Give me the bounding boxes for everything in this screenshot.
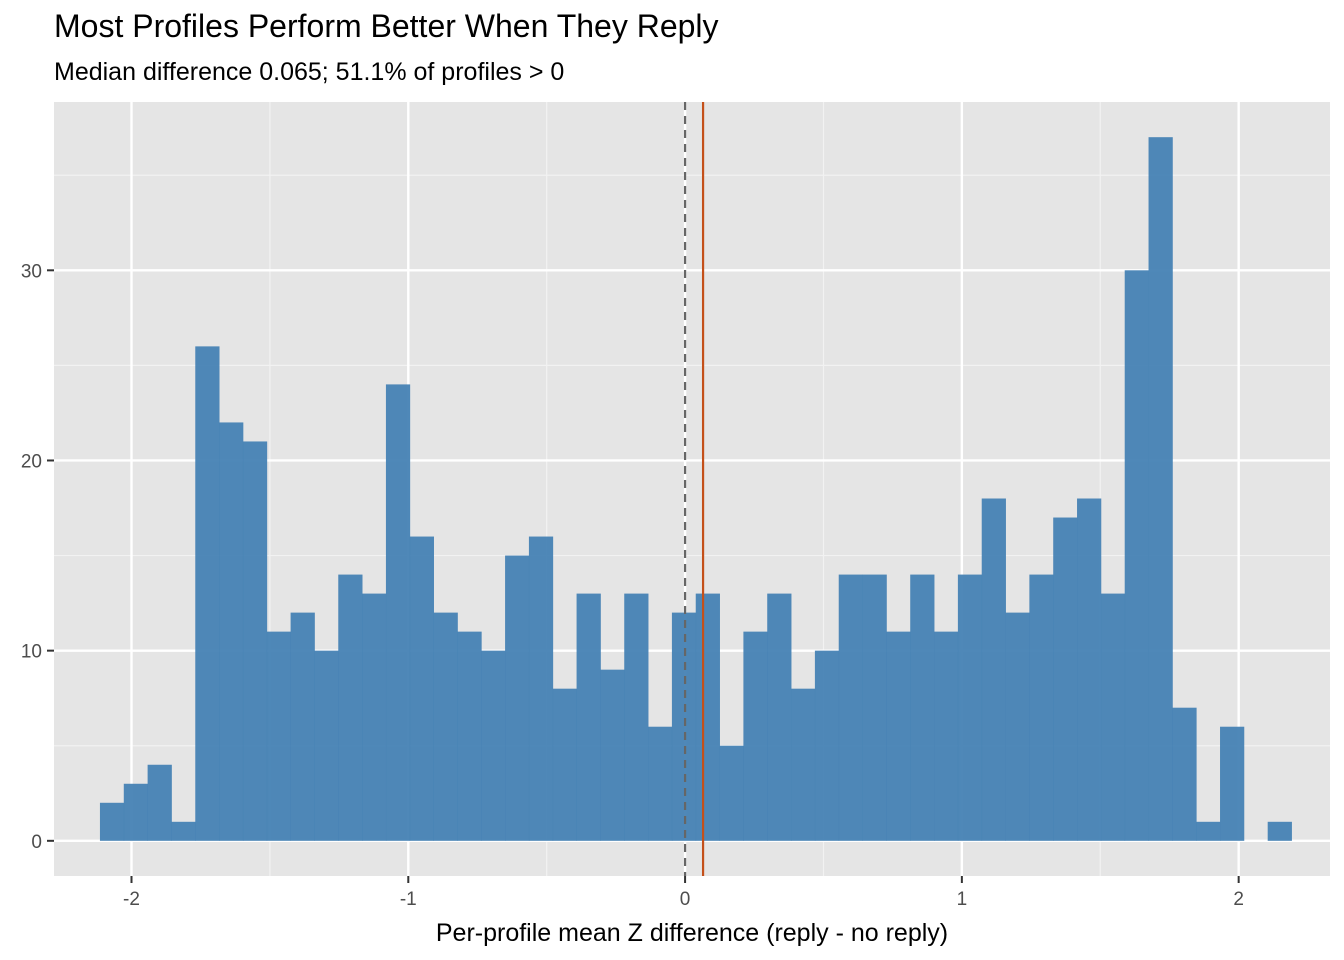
- histogram-bar: [1172, 707, 1197, 841]
- y-tick-label: 10: [21, 642, 42, 663]
- histogram-bar: [1053, 517, 1078, 841]
- histogram-bar: [814, 650, 840, 841]
- x-tick-label: 0: [680, 889, 691, 910]
- histogram-bar: [481, 650, 506, 841]
- histogram-bar: [433, 612, 458, 841]
- x-tick-label: -2: [123, 889, 140, 910]
- x-tick-label: -1: [400, 889, 417, 910]
- histogram-bar: [695, 593, 720, 841]
- histogram-bar: [409, 536, 434, 841]
- histogram-bar: [576, 593, 601, 841]
- histogram-bar: [1100, 593, 1126, 841]
- histogram-bar: [838, 574, 863, 841]
- histogram-bar: [862, 574, 887, 841]
- histogram-bar: [934, 631, 959, 841]
- x-tick-label: 2: [1233, 889, 1244, 910]
- histogram-bar: [338, 574, 363, 841]
- histogram-bar: [1196, 821, 1221, 841]
- histogram-bar: [648, 726, 673, 841]
- chart-title: Most Profiles Perform Better When They R…: [54, 8, 719, 44]
- histogram-bar: [99, 802, 125, 841]
- histogram-bar: [266, 631, 291, 841]
- histogram-bar: [362, 593, 387, 841]
- y-tick-label: 20: [21, 451, 42, 472]
- histogram-bar: [1220, 726, 1245, 841]
- histogram-bar: [552, 688, 577, 841]
- histogram-bar: [171, 821, 196, 841]
- reference-lines: [683, 102, 705, 876]
- histogram-bar: [1029, 574, 1054, 841]
- histogram-bar: [981, 498, 1006, 841]
- histogram-bar: [1005, 612, 1030, 841]
- histogram-bar: [314, 650, 339, 841]
- y-tick-label: 0: [31, 832, 42, 853]
- histogram-bar: [195, 346, 220, 841]
- histogram-bar: [385, 384, 411, 841]
- histogram-bar: [886, 631, 911, 841]
- histogram-bar: [528, 536, 554, 841]
- histogram-bar: [957, 574, 983, 841]
- y-tick-label: 30: [21, 261, 42, 282]
- histogram-bar: [791, 688, 816, 841]
- histogram-bar: [123, 783, 149, 841]
- histogram-bar: [147, 764, 172, 841]
- histogram-bar: [767, 593, 792, 841]
- chart-subtitle: Median difference 0.065; 51.1% of profil…: [54, 58, 565, 86]
- histogram-bar: [624, 593, 649, 841]
- x-axis-title: Per-profile mean Z difference (reply - n…: [436, 919, 948, 947]
- histogram-bar: [910, 574, 935, 841]
- histogram-bar: [457, 631, 482, 841]
- histogram-bar: [1077, 498, 1102, 841]
- histogram-bar: [600, 669, 625, 841]
- histogram-bar: [1267, 821, 1292, 841]
- histogram-bars: [99, 137, 1292, 841]
- x-axis: -2 -1 0 1 2: [123, 876, 1244, 910]
- histogram-bar: [1148, 137, 1173, 841]
- histogram-bar: [743, 631, 768, 841]
- histogram-bar: [1124, 270, 1149, 841]
- histogram-bar: [290, 612, 315, 841]
- x-tick-label: 1: [957, 889, 968, 910]
- histogram-bar: [505, 555, 530, 841]
- histogram-bar: [219, 422, 244, 841]
- y-axis: 0 10 20 30: [21, 261, 54, 853]
- histogram-bar: [242, 441, 268, 841]
- histogram-bar: [719, 745, 744, 841]
